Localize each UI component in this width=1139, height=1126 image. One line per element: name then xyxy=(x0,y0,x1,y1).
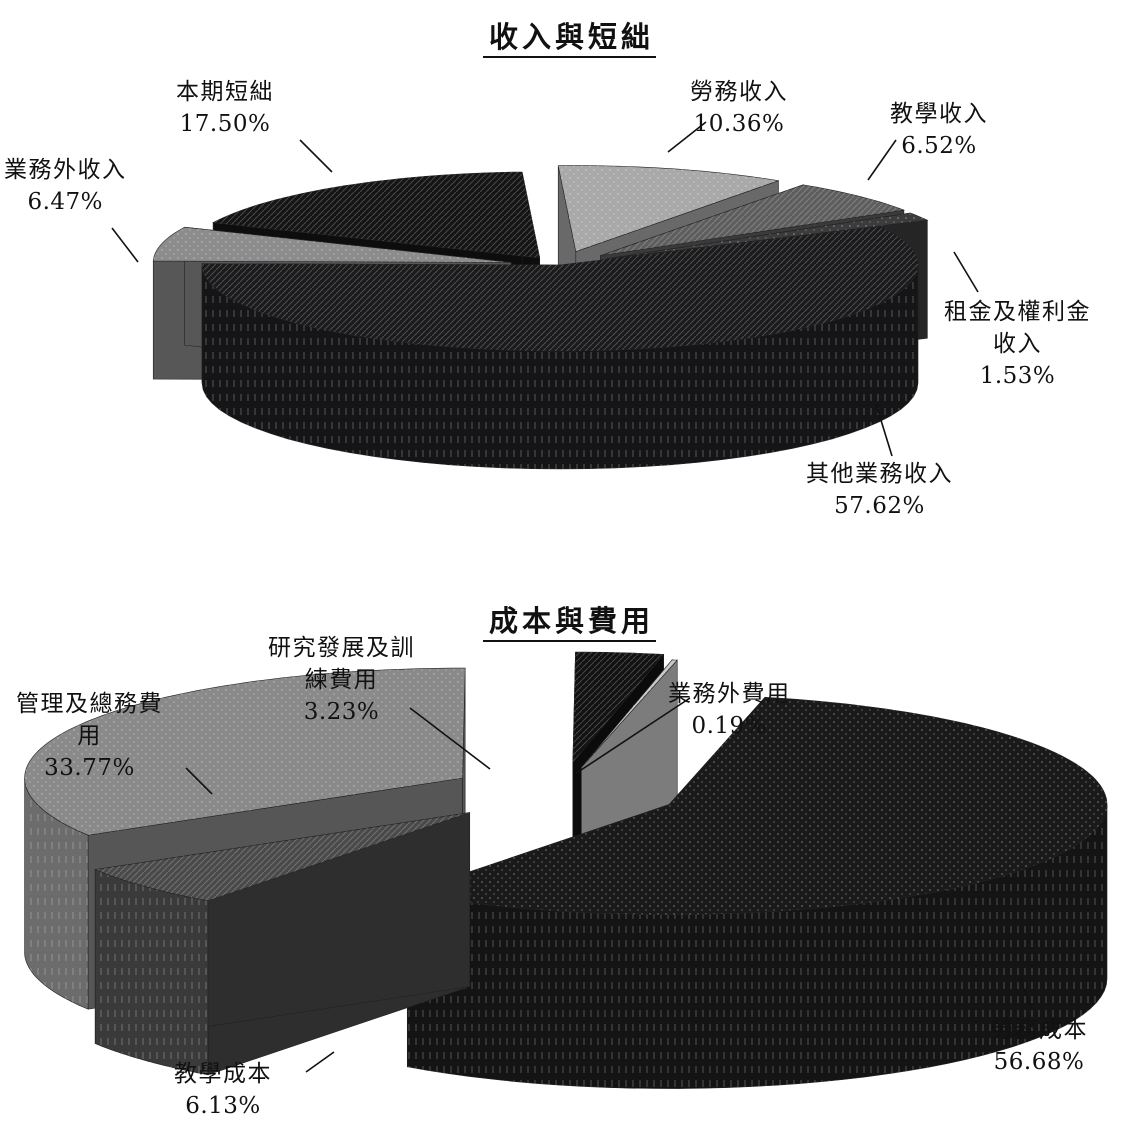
label-current-deficit: 本期短絀 17.50% xyxy=(176,79,274,137)
pie-slice-3 xyxy=(201,226,919,470)
leader-admin-general-expense xyxy=(185,767,213,795)
leader-service-revenue xyxy=(667,121,707,153)
chart-title: 收入與短絀 xyxy=(0,14,1139,58)
leader-rent-royalty-revenue xyxy=(953,251,979,293)
label-rnd-training-expense: 研究發展及訓 練費用 3.23% xyxy=(268,635,415,725)
label-rent-royalty-revenue: 租金及權利金 收入 1.53% xyxy=(944,299,1091,389)
label-teaching-cost: 教學成本 6.13% xyxy=(174,1061,272,1119)
leader-non-operating-revenue xyxy=(111,227,139,263)
pie-chart-income xyxy=(111,121,979,470)
chart-income-deficit: 收入與短絀 本期短絀 17.50% 勞務收入 10.36% 教學收入 6.52%… xyxy=(0,0,1139,560)
label-teaching-revenue: 教學收入 6.52% xyxy=(890,101,988,159)
pie-slice-1 xyxy=(94,812,471,1076)
leader-teaching-revenue xyxy=(867,139,897,181)
label-non-operating-expense: 業務外費用 0.19% xyxy=(668,681,791,739)
label-other-operating-revenue: 其他業務收入 57.62% xyxy=(806,461,953,519)
leader-non-operating-expense xyxy=(574,697,691,775)
label-service-revenue: 勞務收入 10.36% xyxy=(690,79,788,137)
label-admin-general-expense: 管理及總務費 用 33.77% xyxy=(16,691,163,781)
chart-costs-expenses: 成本與費用 研究發展及訓 練費用 3.23% 管理及總務費 用 33.77% 業… xyxy=(0,560,1139,1126)
leader-rnd-training-expense xyxy=(409,707,491,770)
leader-other-operating-revenue xyxy=(875,403,893,457)
leader-teaching-cost xyxy=(305,1051,335,1073)
label-non-operating-revenue: 業務外收入 6.47% xyxy=(4,157,127,215)
pie-chart-costs xyxy=(24,651,1108,1089)
leader-current-deficit xyxy=(299,139,333,173)
chart-title: 成本與費用 xyxy=(0,598,1139,642)
pie-slice-0 xyxy=(406,696,1108,1089)
leader-service-cost xyxy=(1019,977,1033,1011)
label-service-cost: 勞務成本 56.68% xyxy=(990,1017,1088,1075)
